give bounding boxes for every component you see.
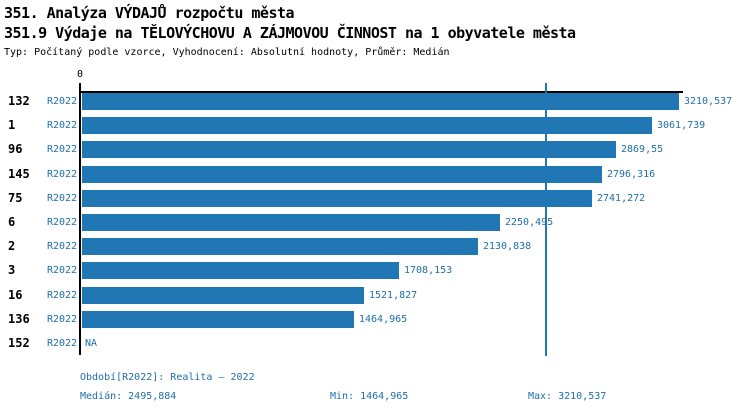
row-id-label: 1	[8, 118, 16, 132]
footer-period-label: Období[R2022]: Realita – 2022	[80, 372, 255, 383]
row-period-label: R2022	[47, 290, 78, 301]
bar	[82, 311, 354, 328]
bar	[82, 93, 679, 110]
median-reference-line	[545, 83, 547, 356]
footer-min-label: Min: 1464,965	[330, 391, 409, 402]
row-value-label: 2869,55	[621, 144, 664, 155]
row-period-label: R2022	[47, 217, 78, 228]
row-period-label: R2022	[47, 120, 78, 131]
row-value-label: 1464,965	[359, 314, 408, 325]
row-id-label: 75	[8, 191, 23, 205]
row-value-label: 2130,838	[483, 241, 532, 252]
row-value-label: 1521,827	[369, 290, 418, 301]
page-title: 351. Analýza VÝDAJŮ rozpočtu města	[4, 4, 295, 22]
bar	[82, 238, 478, 255]
row-id-label: 136	[8, 312, 30, 326]
row-id-label: 3	[8, 263, 16, 277]
row-value-label: 3061,739	[657, 120, 706, 131]
row-id-label: 132	[8, 94, 30, 108]
row-period-label: R2022	[47, 265, 78, 276]
footer-median-label: Medián: 2495,884	[80, 391, 177, 402]
row-value-label: 1708,153	[404, 265, 453, 276]
row-period-label: R2022	[47, 241, 78, 252]
row-period-label: R2022	[47, 338, 78, 349]
row-id-label: 16	[8, 288, 23, 302]
bar	[82, 117, 652, 134]
row-id-label: 152	[8, 336, 30, 350]
chart-meta-line: Typ: Počítaný podle vzorce, Vyhodnocení:…	[4, 47, 450, 58]
chart-subtitle: 351.9 Výdaje na TĚLOVÝCHOVU A ZÁJMOVOU Č…	[4, 24, 576, 42]
y-axis-line	[79, 91, 81, 355]
row-value-label: 2741,272	[597, 193, 646, 204]
row-id-label: 145	[8, 167, 30, 181]
row-id-label: 2	[8, 239, 16, 253]
bar	[82, 262, 399, 279]
top-axis-line	[80, 91, 683, 93]
bar	[82, 214, 500, 231]
row-period-label: R2022	[47, 96, 78, 107]
row-value-label: 3210,537	[684, 96, 733, 107]
row-value-label: 2250,495	[505, 217, 554, 228]
bar	[82, 190, 592, 207]
row-value-label: NA	[85, 338, 98, 349]
row-period-label: R2022	[47, 144, 78, 155]
footer-max-label: Max: 3210,537	[528, 391, 607, 402]
row-period-label: R2022	[47, 314, 78, 325]
row-id-label: 96	[8, 142, 23, 156]
row-period-label: R2022	[47, 169, 78, 180]
bar	[82, 287, 364, 304]
axis-zero-label: 0	[76, 69, 84, 80]
axis-zero-tick	[79, 83, 81, 92]
row-value-label: 2796,316	[607, 169, 656, 180]
row-period-label: R2022	[47, 193, 78, 204]
bar	[82, 166, 602, 183]
row-id-label: 6	[8, 215, 16, 229]
bar	[82, 141, 616, 158]
